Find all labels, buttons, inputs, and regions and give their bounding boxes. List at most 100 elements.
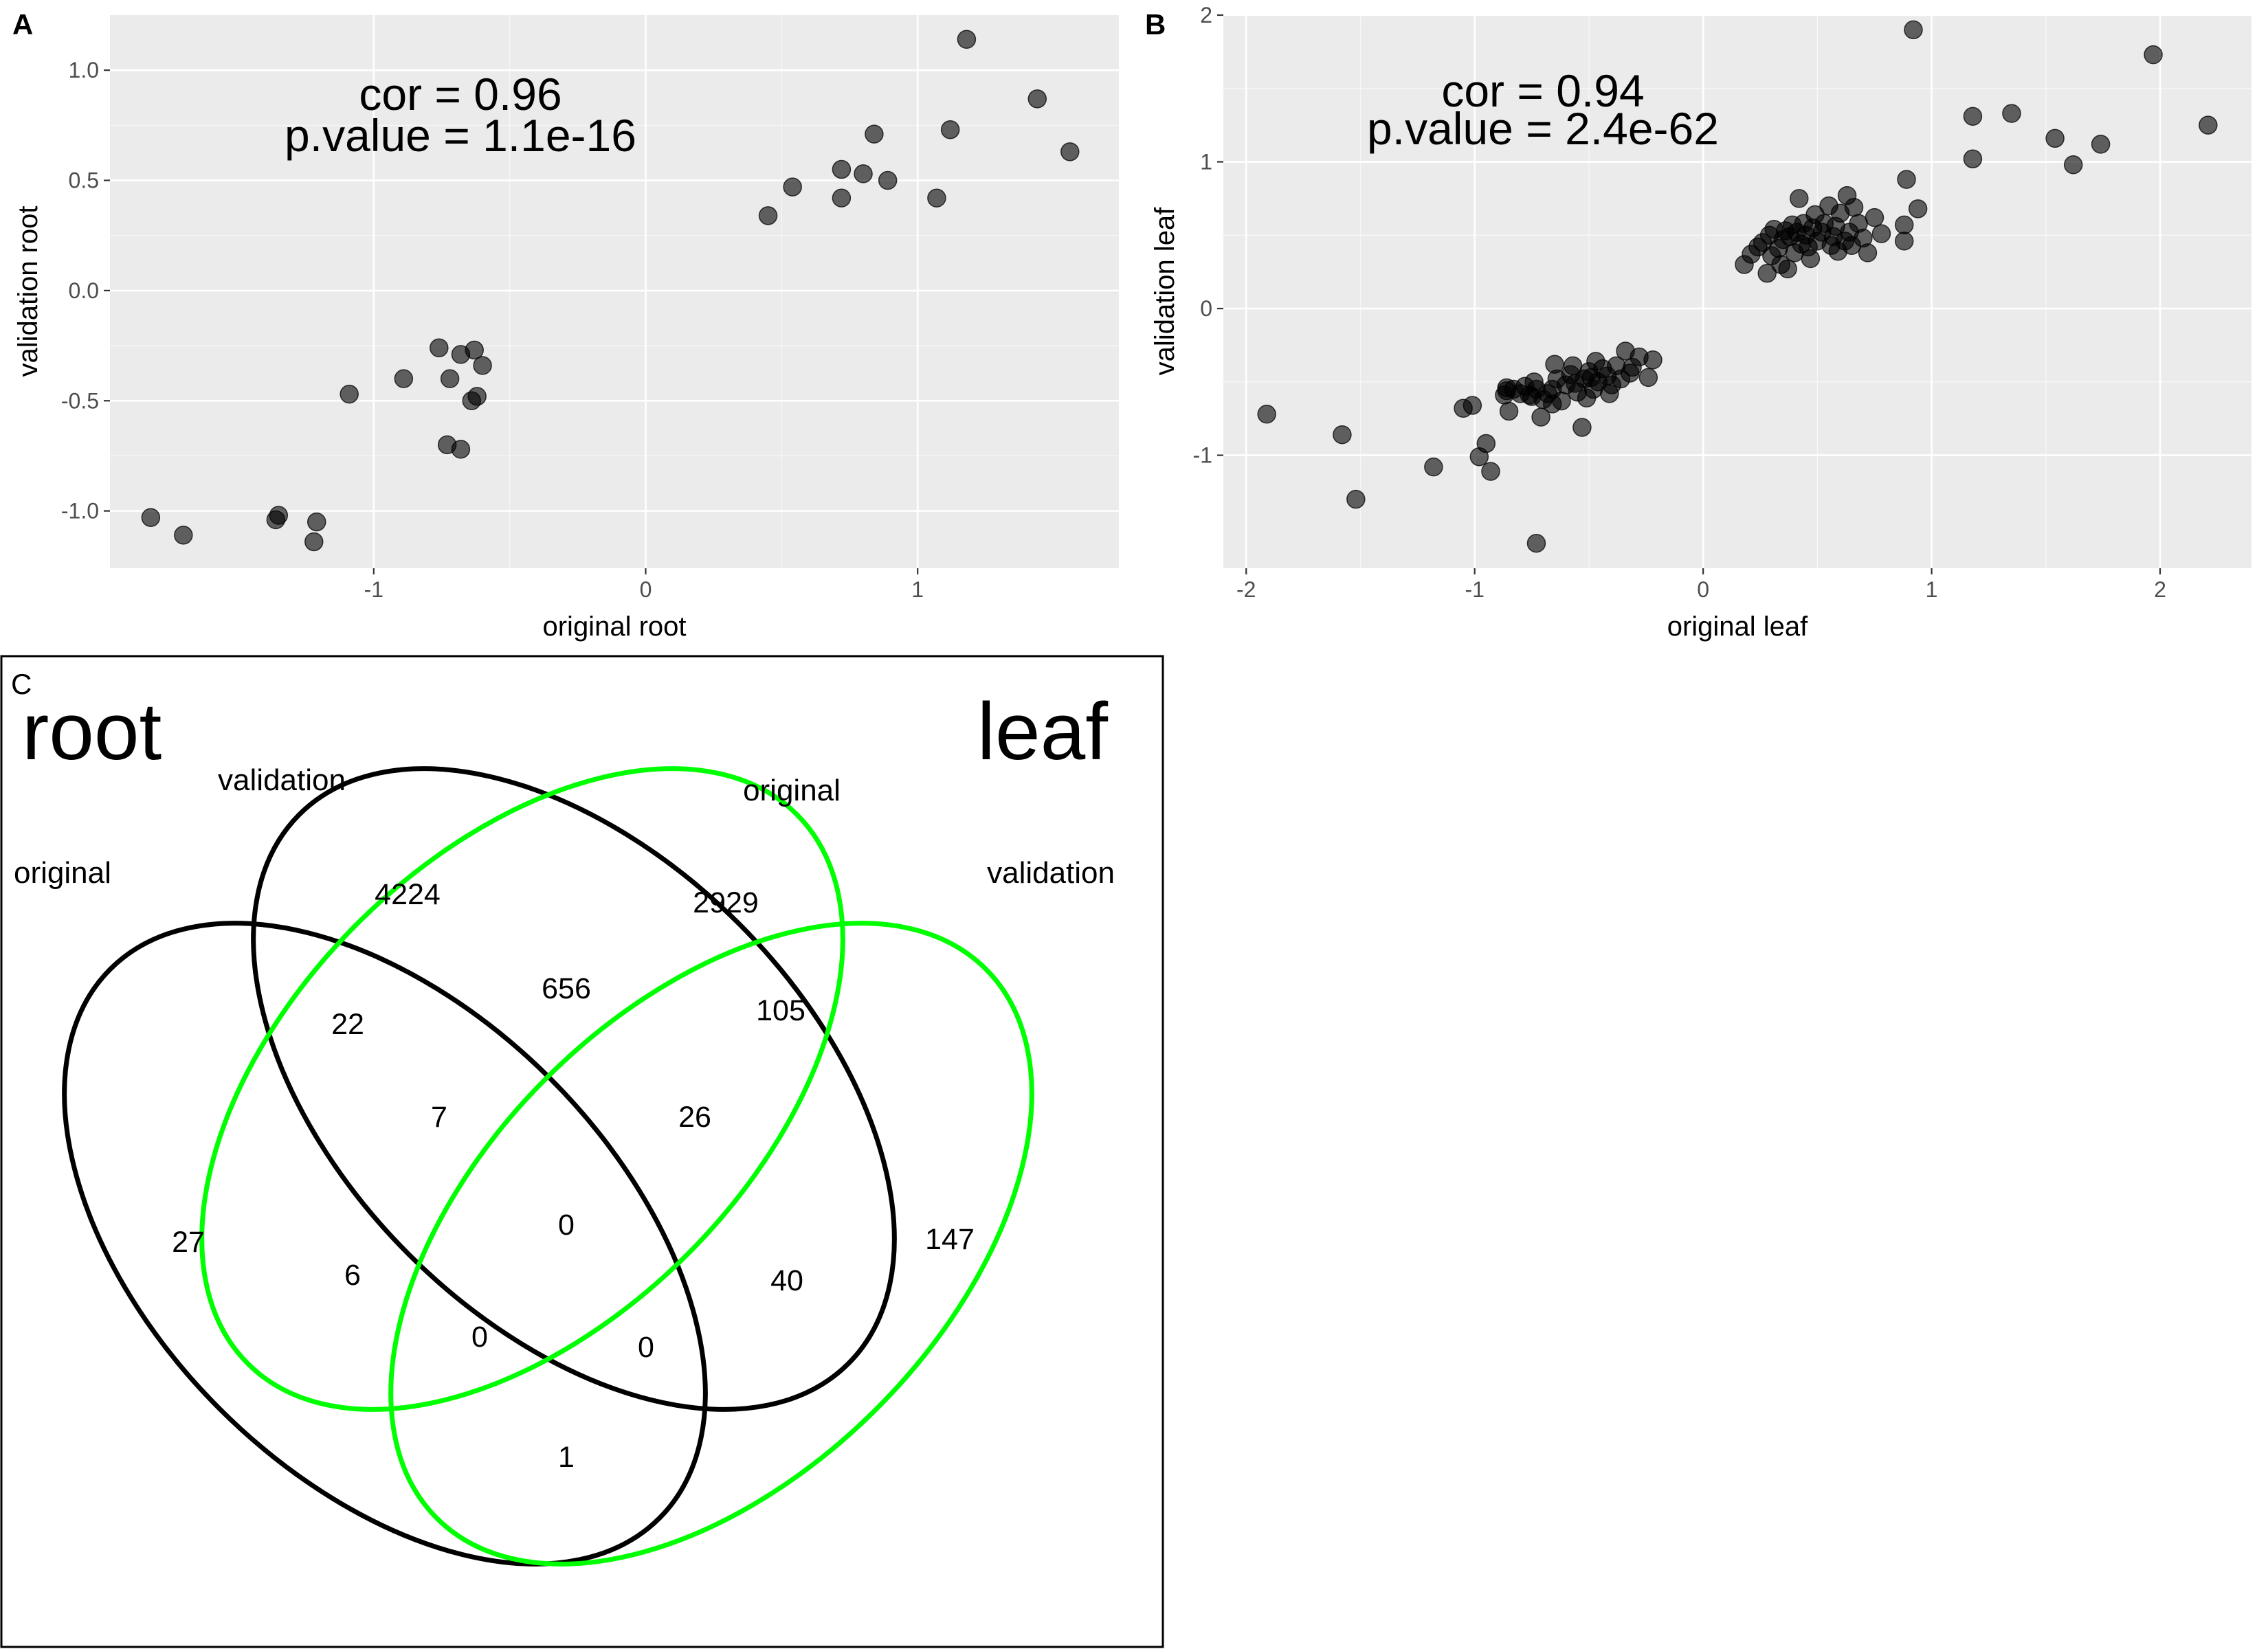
panel-a-y-axis-title: validation root <box>13 205 43 377</box>
panel-b-data-point <box>1424 457 1443 477</box>
panel-b-pvalue-label: p.value = 2.4e-62 <box>1367 103 1719 154</box>
panel-a-plot-area <box>110 15 1119 568</box>
panel-b-y-tick-label: 1 <box>1200 150 1212 175</box>
venn-count-leaf-original-validation: 105 <box>756 994 805 1027</box>
venn-count-all-four: 0 <box>558 1209 575 1242</box>
venn-count-root-validation-leaf-validation: 40 <box>770 1264 803 1297</box>
panel-b-data-point <box>2144 45 2163 65</box>
venn-count-three-way-a: 7 <box>431 1101 447 1134</box>
panel-b-data-point <box>1897 170 1916 189</box>
panel-a-data-point <box>832 159 852 179</box>
venn-count-leaf-validation-only: 147 <box>925 1223 975 1256</box>
panel-b-x-tick-label: 2 <box>2154 577 2166 602</box>
panel-b-data-point <box>1497 381 1516 401</box>
venn-set-label-leaf-validation: validation <box>987 856 1115 890</box>
panel-b-y-axis-title: validation leaf <box>1150 207 1180 375</box>
venn-group-label-root: root <box>22 686 162 777</box>
panel-b-data-point <box>1346 489 1366 509</box>
panel-a-data-point <box>758 206 778 225</box>
panel-a: A -1 0 1 -1.0 -0.5 0.0 0.5 1.0 cor = 0.96 p.val… <box>12 8 1119 642</box>
panel-a-data-point <box>440 369 460 388</box>
panel-b-data-point <box>1858 243 1878 262</box>
panel-b-data-point <box>1963 149 1983 169</box>
panel-b-data-point <box>1257 405 1276 424</box>
venn-count-three-way-c: 0 <box>471 1321 488 1354</box>
panel-b-grid <box>1223 14 2252 568</box>
venn-count-leaf-original-only: 2929 <box>693 886 759 919</box>
panel-b-data-point <box>1572 418 1592 437</box>
panel-b-ticks: -2 -1 0 1 2 -1 0 1 2 <box>1193 3 2166 602</box>
panel-b-data-point <box>1894 232 1914 251</box>
panel-b-data-point <box>1778 259 1797 279</box>
panel-a-pvalue-label: p.value = 1.1e-16 <box>285 110 636 161</box>
panel-b-data-point <box>1333 425 1352 445</box>
venn-count-root-validation-only: 4224 <box>375 878 441 911</box>
panel-b-x-tick-label: -2 <box>1236 577 1256 602</box>
panel-b-data-point <box>1481 462 1500 481</box>
panel-a-grid <box>110 15 1119 568</box>
panel-a-data-point <box>465 340 484 360</box>
panel-b-data-point <box>1844 197 1864 217</box>
panel-a-points <box>141 30 1080 552</box>
venn-ellipse-leaf-validation <box>388 921 1034 1567</box>
panel-b-data-point <box>1463 396 1482 415</box>
panel-a-tag: A <box>12 8 33 41</box>
panel-b-data-point <box>1963 106 1983 126</box>
panel-a-y-tick-label: -0.5 <box>61 388 99 413</box>
venn-count-root-original-leaf-original: 6 <box>344 1259 361 1292</box>
panel-a-data-point <box>451 440 471 459</box>
panel-a-x-axis-title: original root <box>542 612 686 642</box>
panel-a-data-point <box>865 124 884 144</box>
panel-a-data-point <box>430 338 449 358</box>
venn-count-root-validation-leaf-original: 656 <box>542 972 591 1005</box>
panel-a-data-point <box>927 188 946 207</box>
panel-a-y-tick-label: 1.0 <box>69 58 99 82</box>
panel-b-data-point <box>1904 20 1923 40</box>
panel-b-points <box>1257 20 2218 553</box>
panel-a-x-tick-label: 1 <box>911 577 924 602</box>
panel-b-data-point <box>1526 533 1546 553</box>
panel-b-data-point <box>1908 199 1928 218</box>
venn-count-root-original-only: 27 <box>172 1226 205 1259</box>
panel-b-data-point <box>1581 368 1601 388</box>
panel-b-cor-label: cor = 0.94 <box>1441 65 1644 116</box>
panel-b-x-tick-label: 1 <box>1926 577 1938 602</box>
panel-a-y-tick-label: 0.0 <box>69 278 99 303</box>
panel-b-data-point <box>2002 104 2021 123</box>
panel-b-tag: B <box>1145 8 1166 41</box>
panel-a-data-point <box>783 177 802 197</box>
panel-b-y-tick-label: -1 <box>1193 443 1212 468</box>
panel-b-data-point <box>1542 379 1562 399</box>
panel-b-x-axis-title: original leaf <box>1667 612 1808 642</box>
panel-b-data-point <box>2199 115 2218 135</box>
panel-b-data-point <box>1757 264 1777 283</box>
panel-a-x-tick-label: 0 <box>640 577 652 602</box>
panel-a-y-tick-label: 0.5 <box>69 168 99 193</box>
panel-b-data-point <box>1801 249 1821 269</box>
panel-c: C root leaf original validation original… <box>0 655 1164 1648</box>
panel-a-data-point <box>269 506 289 525</box>
venn-count-root-original-validation: 22 <box>331 1008 364 1041</box>
panel-a-data-point <box>340 384 359 404</box>
venn-set-label-leaf-original: original <box>743 774 841 807</box>
panel-a-data-point <box>141 508 161 527</box>
panel-b-data-point <box>2091 135 2111 154</box>
panel-a-data-point <box>878 170 898 190</box>
panel-b-data-point <box>2063 155 2083 175</box>
panel-b-y-tick-label: 2 <box>1200 3 1212 27</box>
panel-b-x-tick-label: -1 <box>1465 577 1484 602</box>
panel-b-data-point <box>1894 215 1914 235</box>
panel-b-data-point <box>1643 350 1663 370</box>
panel-b-data-point <box>1865 207 1885 227</box>
panel-c-tag: C <box>11 668 32 700</box>
panel-b-data-point <box>1790 189 1809 208</box>
panel-b-plot-area <box>1223 15 2252 568</box>
panel-b-data-point <box>2045 128 2065 148</box>
panel-a-ticks: -1 0 1 -1.0 -0.5 0.0 0.5 1.0 <box>61 58 924 602</box>
venn-ellipse-root-validation <box>251 766 897 1412</box>
panel-a-data-point <box>1027 89 1047 109</box>
panel-a-data-point <box>394 369 414 388</box>
venn-count-three-way-b: 26 <box>678 1101 711 1134</box>
panel-b-data-point <box>1476 434 1496 453</box>
